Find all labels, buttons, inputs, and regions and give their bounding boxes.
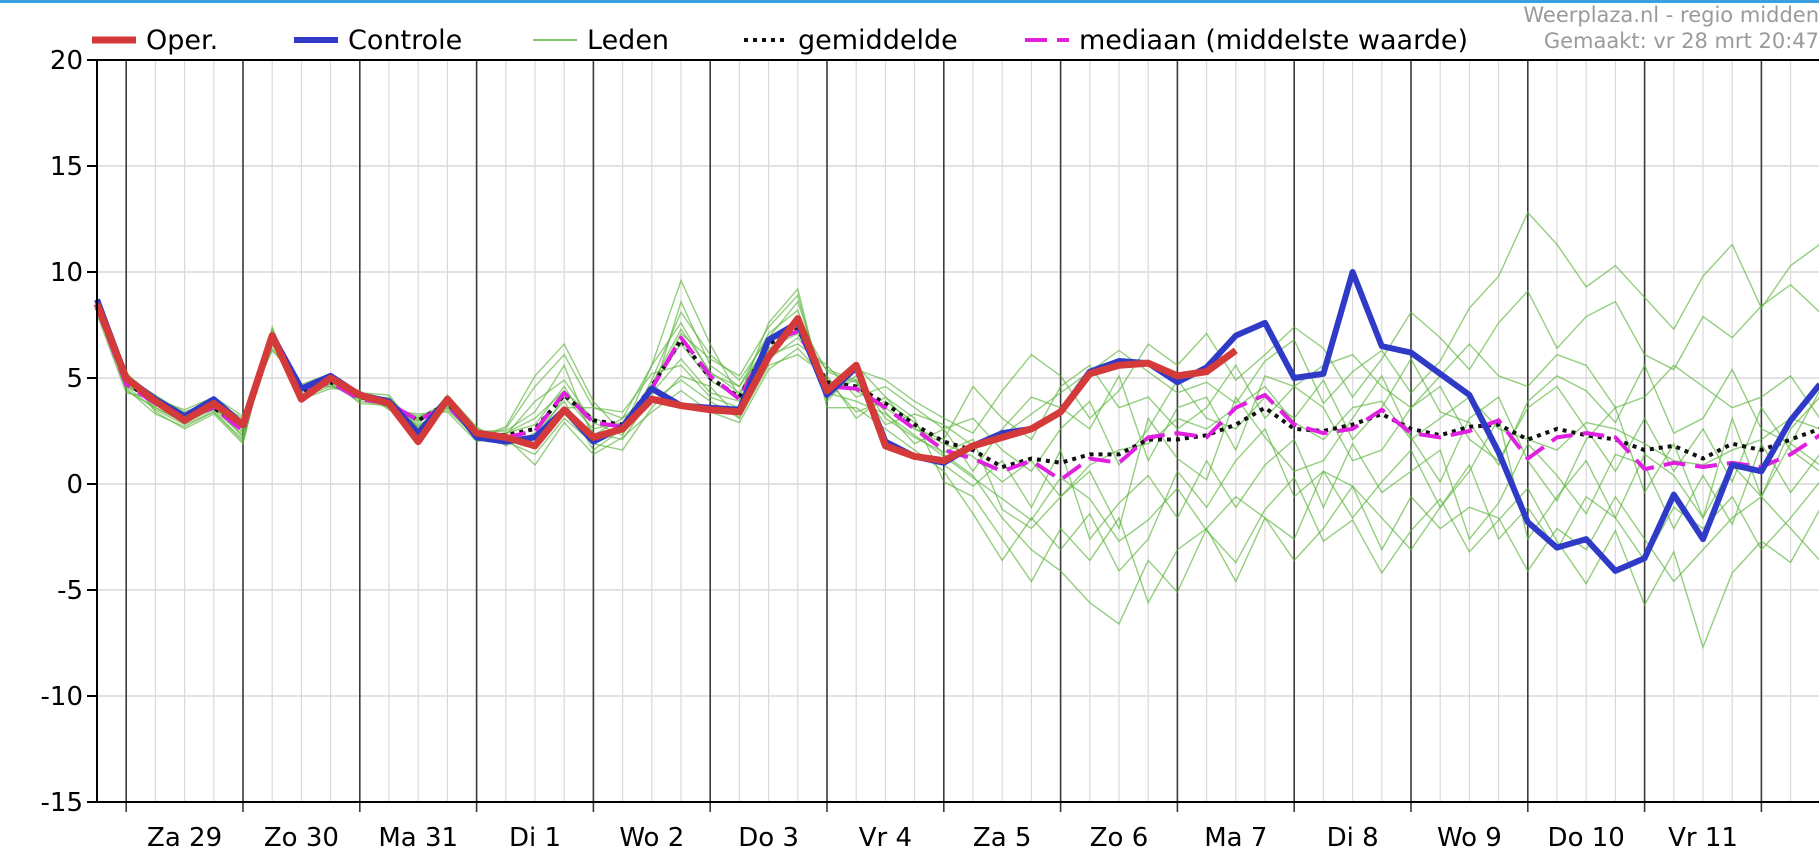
y-tick-label: 15 (50, 152, 83, 182)
x-day-label: Di 1 (509, 823, 561, 853)
series-line-oper (93, 302, 1238, 465)
source-line-2: Gemaakt: vr 28 mrt 20:47 (1544, 29, 1819, 53)
legend-label-controle: Controle (348, 25, 462, 56)
y-tick-label: -15 (41, 788, 83, 818)
y-tick-label: 0 (66, 470, 83, 500)
y-tick-label: 10 (50, 258, 83, 288)
x-axis-day-labels: Za 29 Zo 30 Ma 31 Di 1 Wo 2 Do 3 Vr 4 Za 5 Zo 6 M… (147, 823, 1738, 853)
x-day-label: Vr 4 (859, 823, 912, 853)
x-day-label: Za 29 (147, 823, 222, 853)
ensemble-member-line (96, 300, 1819, 473)
source-line-1: Weerplaza.nl - regio midden (1523, 3, 1819, 27)
x-day-label: Ma 31 (378, 823, 458, 853)
axes (96, 59, 1819, 803)
legend-label-oper: Oper. (146, 25, 218, 56)
y-tick-label: -5 (57, 576, 83, 606)
x-day-label: Do 3 (738, 823, 799, 853)
y-tick-label: 5 (66, 364, 83, 394)
main-series-lines (93, 269, 1819, 574)
x-day-label: Wo 2 (619, 823, 684, 853)
legend-label-leden: Leden (587, 25, 669, 56)
x-day-label: Za 5 (973, 823, 1032, 853)
x-day-label: Wo 9 (1437, 823, 1502, 853)
plot-background (97, 60, 1819, 802)
x-day-label: Ma 7 (1204, 823, 1267, 853)
legend: Oper. Controle Leden gemiddelde mediaan (mid… (92, 25, 1468, 56)
x-day-label: Vr 11 (1668, 823, 1738, 853)
ensemble-member-line (96, 314, 1819, 541)
top-bar (0, 0, 1819, 3)
y-tick-label: 20 (50, 46, 83, 76)
x-day-label: Zo 6 (1090, 823, 1149, 853)
x-day-label: Do 10 (1548, 823, 1625, 853)
legend-label-gemiddelde: gemiddelde (798, 25, 958, 56)
x-day-label: Zo 30 (264, 823, 339, 853)
day-boundary-lines (125, 60, 1763, 812)
y-axis-ticks: 20 15 10 5 0 -5 -10 -15 (41, 46, 97, 818)
y-tick-label: -10 (41, 682, 83, 712)
legend-label-mediaan: mediaan (middelste waarde) (1079, 25, 1468, 56)
x-day-label: Di 8 (1327, 823, 1379, 853)
